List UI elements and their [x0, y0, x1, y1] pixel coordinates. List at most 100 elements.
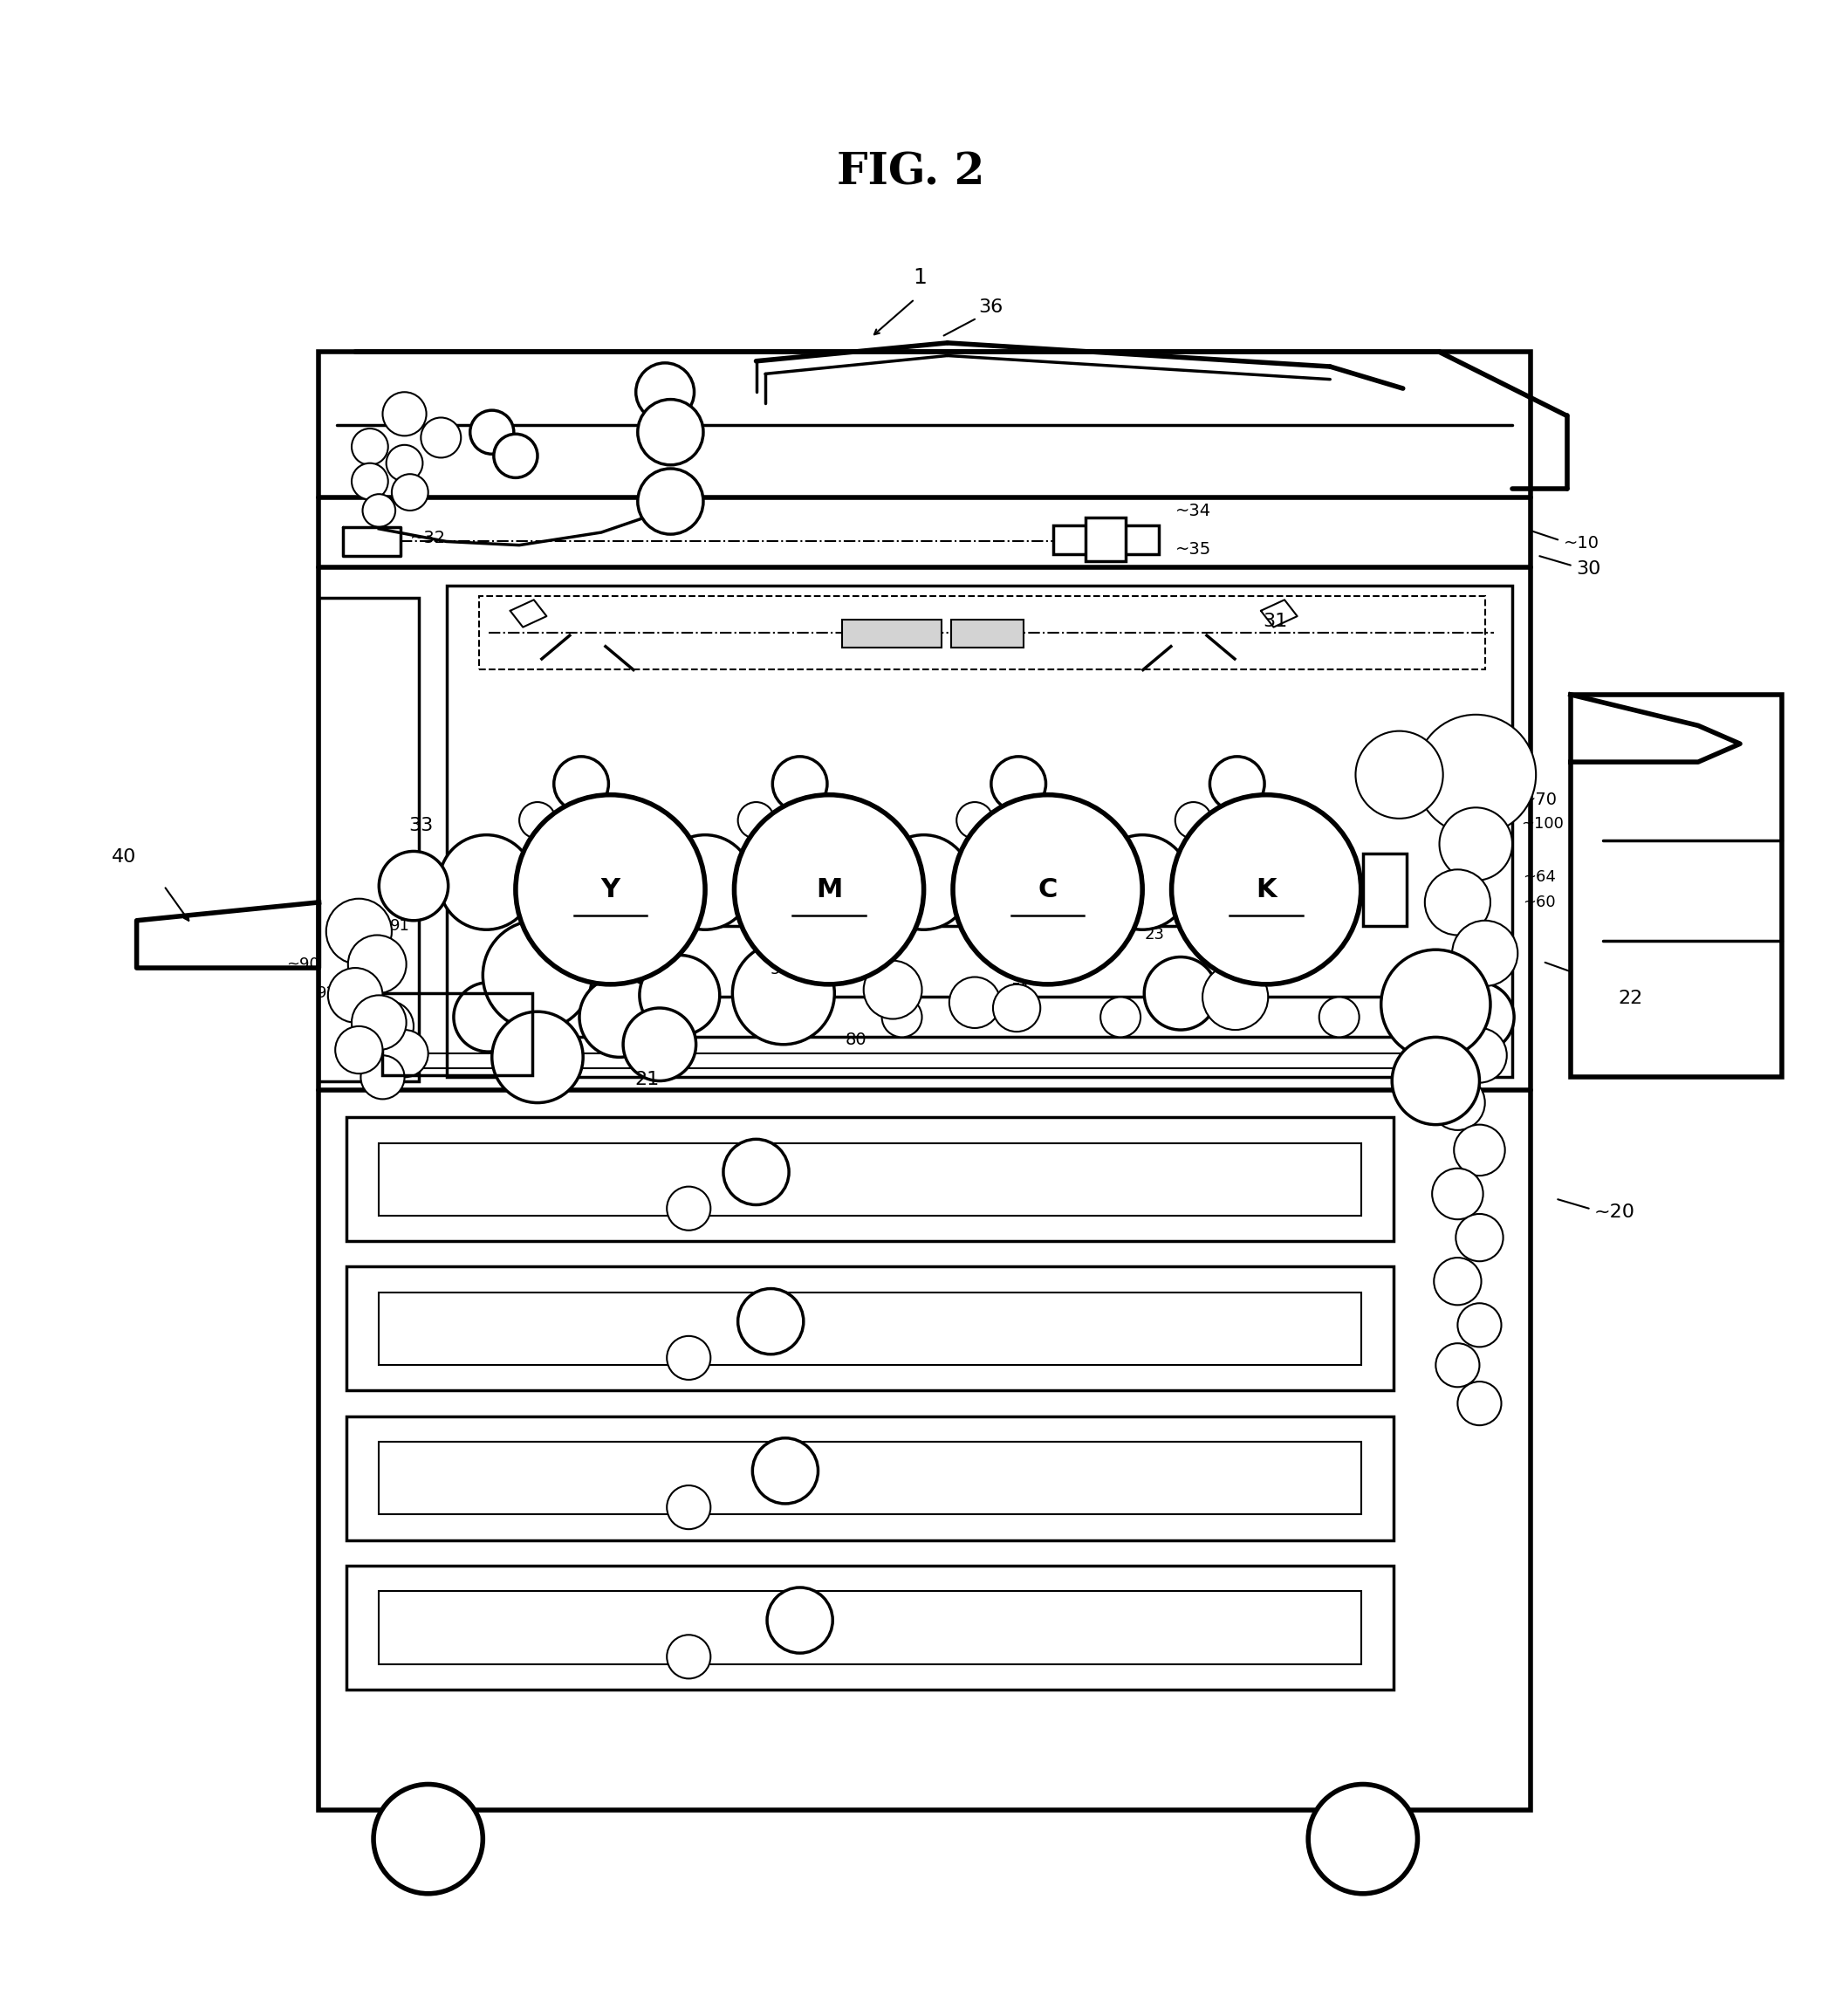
Text: 63: 63: [1115, 897, 1135, 913]
Text: 91: 91: [390, 917, 410, 933]
Text: C: C: [1039, 877, 1057, 903]
Circle shape: [667, 1486, 711, 1530]
Text: M: M: [816, 877, 842, 903]
Circle shape: [1458, 1381, 1501, 1425]
Text: Y: Y: [601, 877, 619, 903]
Circle shape: [454, 982, 523, 1052]
Bar: [842, 619, 942, 647]
Circle shape: [1144, 958, 1217, 1030]
Text: 22: 22: [1618, 990, 1643, 1008]
Text: 51: 51: [1011, 982, 1031, 998]
Circle shape: [1458, 1302, 1501, 1347]
Circle shape: [470, 411, 514, 454]
Bar: [1144, 853, 1188, 925]
Circle shape: [1439, 808, 1512, 881]
Circle shape: [767, 1587, 833, 1653]
Circle shape: [352, 429, 388, 466]
Text: ~10: ~10: [1563, 534, 1600, 552]
Circle shape: [374, 1784, 483, 1893]
Text: ~60: ~60: [1523, 895, 1556, 909]
Bar: [383, 994, 532, 1075]
Circle shape: [1445, 982, 1514, 1052]
Text: K: K: [1255, 877, 1277, 903]
Circle shape: [439, 835, 534, 929]
Bar: [346, 1566, 1394, 1689]
Circle shape: [638, 399, 703, 466]
Circle shape: [876, 835, 971, 929]
Circle shape: [1210, 756, 1264, 810]
Circle shape: [1436, 1343, 1479, 1387]
Circle shape: [516, 794, 705, 984]
Text: 80: 80: [845, 1032, 867, 1048]
Bar: [479, 597, 1485, 669]
Circle shape: [640, 956, 720, 1036]
Text: 61: 61: [1179, 911, 1199, 927]
Circle shape: [773, 756, 827, 810]
Circle shape: [1434, 1258, 1481, 1304]
Circle shape: [1432, 1169, 1483, 1220]
Bar: [1053, 524, 1159, 554]
Text: 41: 41: [395, 899, 415, 915]
Circle shape: [816, 851, 885, 921]
Circle shape: [598, 851, 667, 921]
Bar: [951, 619, 1024, 647]
Circle shape: [483, 921, 592, 1030]
Circle shape: [1430, 1075, 1485, 1131]
Circle shape: [379, 851, 448, 921]
Circle shape: [492, 1012, 583, 1103]
Text: ~20: ~20: [1594, 1204, 1636, 1222]
Text: 62: 62: [851, 948, 871, 964]
Circle shape: [752, 1437, 818, 1504]
Circle shape: [326, 899, 392, 964]
Bar: [1571, 696, 1782, 1077]
Circle shape: [494, 433, 537, 478]
Text: 36: 36: [978, 298, 1004, 317]
Circle shape: [667, 1187, 711, 1230]
Text: ~70: ~70: [1521, 792, 1558, 808]
Circle shape: [663, 998, 703, 1036]
Bar: [319, 353, 1530, 1810]
Bar: [346, 1266, 1394, 1391]
Text: ~34: ~34: [1175, 504, 1212, 520]
Circle shape: [352, 464, 388, 500]
Circle shape: [1452, 921, 1518, 986]
Circle shape: [953, 794, 1142, 984]
Circle shape: [348, 935, 406, 994]
Bar: [346, 1415, 1394, 1540]
Text: 91: 91: [366, 917, 386, 933]
Circle shape: [363, 494, 395, 526]
Circle shape: [519, 802, 556, 839]
Text: 52: 52: [867, 956, 887, 972]
Circle shape: [738, 802, 774, 839]
Circle shape: [864, 960, 922, 1018]
Circle shape: [638, 468, 703, 534]
Text: 50: 50: [771, 962, 789, 978]
Circle shape: [554, 756, 609, 810]
Text: ~64: ~64: [1523, 869, 1556, 885]
Circle shape: [1425, 869, 1490, 935]
Circle shape: [335, 1026, 383, 1075]
Circle shape: [386, 446, 423, 482]
Circle shape: [667, 1337, 711, 1379]
Text: ~100: ~100: [1521, 816, 1563, 833]
Bar: [379, 1441, 1361, 1514]
Bar: [319, 599, 419, 1081]
Circle shape: [1175, 802, 1212, 839]
Circle shape: [991, 756, 1046, 810]
Circle shape: [381, 1030, 428, 1077]
Text: FIG. 2: FIG. 2: [836, 151, 986, 194]
Bar: [446, 585, 1512, 1077]
Bar: [926, 853, 969, 925]
Circle shape: [1428, 976, 1487, 1034]
Circle shape: [732, 941, 834, 1044]
Circle shape: [392, 474, 428, 510]
Bar: [707, 853, 751, 925]
Circle shape: [361, 1056, 404, 1099]
Circle shape: [738, 1288, 804, 1355]
Circle shape: [579, 978, 660, 1056]
Circle shape: [993, 984, 1040, 1032]
Text: 23: 23: [1144, 927, 1164, 943]
Circle shape: [1203, 964, 1268, 1030]
Circle shape: [1095, 835, 1190, 929]
Text: 40: 40: [111, 849, 137, 865]
